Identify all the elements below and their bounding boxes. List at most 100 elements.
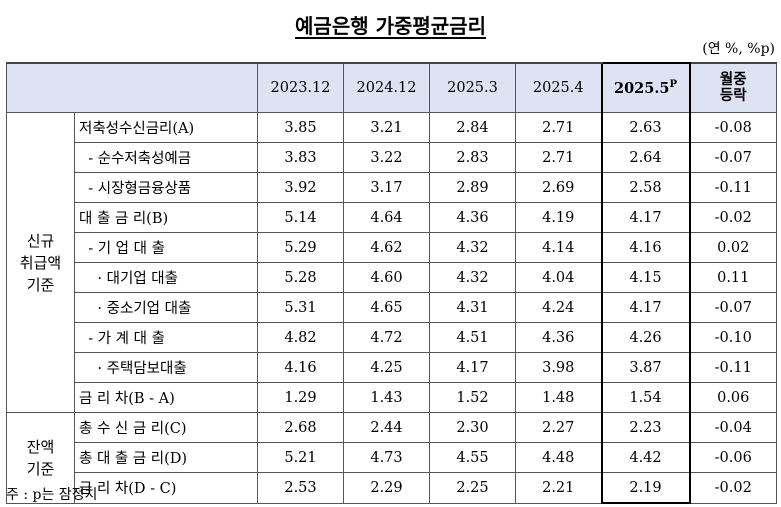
row-label: - 순수저축성예금 (74, 142, 258, 173)
cell-value: 1.48 (515, 382, 602, 413)
row-label: 금 리 차(B - A) (74, 382, 258, 413)
cell-highlight: 1.54 (600, 382, 691, 413)
cell-highlight: 4.26 (600, 322, 691, 353)
cell-value: 2.29 (343, 472, 430, 504)
cell-value: 4.16 (257, 352, 344, 383)
group-label-line: 신규 (26, 231, 55, 250)
cell-highlight: 4.42 (600, 442, 691, 473)
cell-value: 2.44 (343, 412, 430, 443)
cell-highlight: 4.16 (600, 232, 691, 263)
row-label: 총 수 신 금 리(C) (74, 412, 258, 443)
cell-change: -0.11 (689, 172, 777, 203)
row-label: 저축성수신금리(A) (74, 112, 258, 143)
header-col-4: 2025.4 (515, 62, 602, 113)
table-row: - 순수저축성예금 3.83 3.22 2.83 2.71 2.64 -0.07 (7, 142, 777, 173)
table-row: 금 리 차(D - C) 2.53 2.29 2.25 2.21 2.19 -0.02 (7, 472, 777, 504)
cell-value: 1.29 (257, 382, 344, 413)
table-row: 금 리 차(B - A) 1.29 1.43 1.52 1.48 1.54 0.06 (7, 382, 777, 413)
group-label-line: 잔액 (26, 437, 55, 456)
header-col-highlight: 2025.5P (600, 62, 691, 113)
cell-value: 4.25 (343, 352, 430, 383)
cell-highlight: 4.15 (600, 262, 691, 293)
group-label-line: 기준 (26, 275, 55, 294)
table-row: 잔액 기준 총 수 신 금 리(C) 2.68 2.44 2.30 2.27 2.23 -0.0… (6, 412, 777, 504)
cell-value: 3.21 (343, 112, 430, 143)
header-col-1: 2023.12 (257, 62, 344, 113)
row-label: 금 리 차(D - C) (74, 472, 258, 504)
cell-change: -0.11 (689, 352, 777, 383)
cell-change: -0.10 (689, 322, 777, 353)
page-title: 예금은행 가중평균금리 (295, 14, 486, 38)
header-col-3: 2025.3 (429, 62, 516, 113)
cell-value: 2.27 (515, 412, 602, 443)
table-row: · 대기업 대출 5.28 4.60 4.32 4.04 4.15 0.11 (7, 262, 777, 293)
cell-change: 0.06 (689, 382, 777, 413)
unit-label: (연 %, %p) (702, 41, 775, 57)
cell-value: 4.62 (343, 232, 430, 263)
cell-change: 0.02 (689, 232, 777, 263)
cell-highlight: 2.64 (600, 142, 691, 173)
cell-value: 2.71 (515, 112, 602, 143)
cell-highlight: 2.19 (600, 472, 691, 504)
table-row: 신규 취급액 기준 저축성수신금리(A) 3.85 3.21 2.84 2.71 2.63 -0.… (6, 112, 777, 413)
cell-value: 4.32 (429, 232, 516, 263)
cell-value: 1.52 (429, 382, 516, 413)
cell-value: 4.48 (515, 442, 602, 473)
header-col-2: 2024.12 (343, 62, 430, 113)
cell-value: 4.14 (515, 232, 602, 263)
cell-value: 2.89 (429, 172, 516, 203)
table-row: 대 출 금 리(B) 5.14 4.64 4.36 4.19 4.17 -0.02 (7, 202, 777, 233)
cell-value: 3.83 (257, 142, 344, 173)
cell-value: 2.30 (429, 412, 516, 443)
cell-value: 3.85 (257, 112, 344, 143)
cell-value: 2.21 (515, 472, 602, 504)
table-row: · 중소기업 대출 5.31 4.65 4.31 4.24 4.17 -0.07 (7, 292, 777, 323)
cell-highlight: 2.23 (600, 412, 691, 443)
row-label: - 기 업 대 출 (74, 232, 258, 263)
cell-value: 4.60 (343, 262, 430, 293)
cell-value: 1.43 (343, 382, 430, 413)
row-label: · 주택담보대출 (74, 352, 258, 383)
group-label-line: 취급액 (19, 253, 62, 272)
cell-value: 4.04 (515, 262, 602, 293)
row-label: · 중소기업 대출 (74, 292, 258, 323)
cell-value: 5.21 (257, 442, 344, 473)
cell-value: 3.98 (515, 352, 602, 383)
cell-highlight: 3.87 (600, 352, 691, 383)
cell-change: -0.02 (689, 202, 777, 233)
cell-value: 2.25 (429, 472, 516, 504)
table-row: - 기 업 대 출 5.29 4.62 4.32 4.14 4.16 0.02 (7, 232, 777, 263)
cell-value: 2.71 (515, 142, 602, 173)
cell-value: 4.31 (429, 292, 516, 323)
cell-change: -0.06 (689, 442, 777, 473)
rate-table: 2023.12 2024.12 2025.3 2025.4 2025.5P 월중… (6, 62, 777, 504)
table-row: 총 대 출 금 리(D) 5.21 4.73 4.55 4.48 4.42 -0.06 (7, 442, 777, 473)
cell-value: 5.14 (257, 202, 344, 233)
cell-value: 4.51 (429, 322, 516, 353)
cell-value: 4.19 (515, 202, 602, 233)
cell-value: 4.64 (343, 202, 430, 233)
cell-value: 4.55 (429, 442, 516, 473)
row-label: 총 대 출 금 리(D) (74, 442, 258, 473)
cell-value: 4.36 (429, 202, 516, 233)
cell-value: 2.68 (257, 412, 344, 443)
row-label: · 대기업 대출 (74, 262, 258, 293)
cell-change: -0.07 (689, 292, 777, 323)
footnote: 주 : p는 잠정치 (6, 487, 98, 503)
cell-value: 2.83 (429, 142, 516, 173)
table-body: 신규 취급액 기준 저축성수신금리(A) 3.85 3.21 2.84 2.71 2.63 -0.… (6, 112, 777, 504)
cell-value: 4.73 (343, 442, 430, 473)
cell-value: 5.31 (257, 292, 344, 323)
row-label: 대 출 금 리(B) (74, 202, 258, 233)
cell-change: -0.07 (689, 142, 777, 173)
cell-value: 3.17 (343, 172, 430, 203)
cell-value: 4.65 (343, 292, 430, 323)
group-label-line: 기준 (26, 459, 55, 478)
cell-change: -0.04 (689, 412, 777, 443)
cell-change: 0.11 (689, 262, 777, 293)
table-row: - 시장형금융상품 3.92 3.17 2.89 2.69 2.58 -0.11 (7, 172, 777, 203)
cell-highlight: 4.17 (600, 202, 691, 233)
cell-value: 4.24 (515, 292, 602, 323)
